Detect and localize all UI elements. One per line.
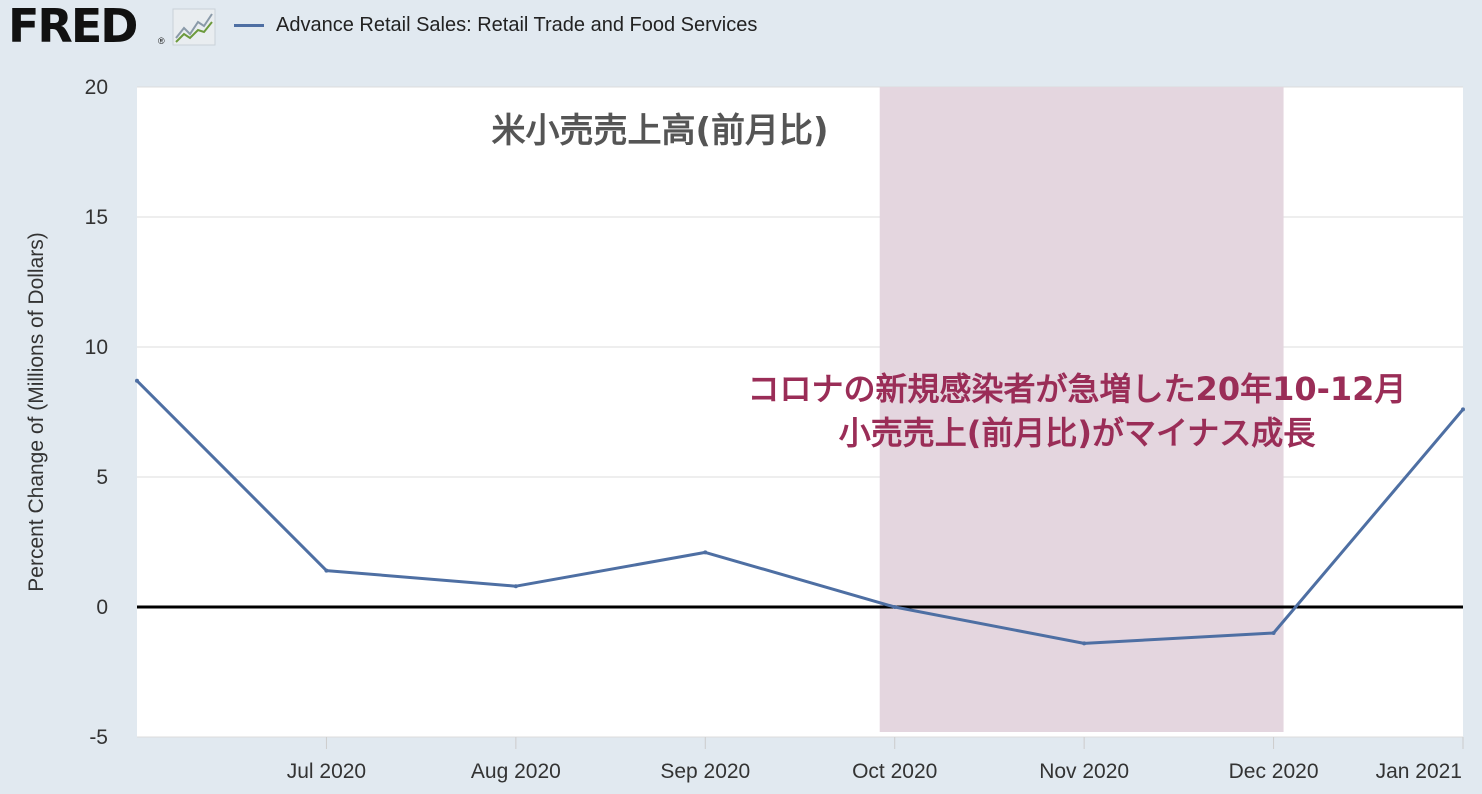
data-point[interactable] xyxy=(1271,631,1276,635)
data-point[interactable] xyxy=(135,378,139,383)
x-tick-label: Aug 2020 xyxy=(471,760,561,783)
x-tick-label: Jul 2020 xyxy=(287,760,366,783)
y-tick-label: -5 xyxy=(89,726,108,749)
chart-legend[interactable]: Advance Retail Sales: Retail Trade and F… xyxy=(234,12,757,38)
annotation-note-line1: コロナの新規感染者が急増した20年10-12月 xyxy=(748,370,1407,408)
x-tick-label: Nov 2020 xyxy=(1039,760,1129,783)
data-point[interactable] xyxy=(703,550,708,555)
series-line[interactable] xyxy=(135,379,1465,645)
annotation-note-line2: 小売売上(前月比)がマイナス成長 xyxy=(839,414,1317,452)
y-tick-label: 15 xyxy=(85,206,108,229)
x-tick-label: Jan 2021 xyxy=(1376,760,1462,783)
y-tick-label: 10 xyxy=(85,336,108,359)
y-tick-label: 5 xyxy=(96,466,108,489)
x-tick-label: Oct 2020 xyxy=(852,760,937,783)
y-axis-label: Percent Change of (Millions of Dollars) xyxy=(25,232,48,591)
chart-trend-icon xyxy=(172,8,216,46)
annotation-title: 米小売売上高(前月比) xyxy=(491,111,828,151)
data-point[interactable] xyxy=(324,568,329,573)
legend-series-label: Advance Retail Sales: Retail Trade and F… xyxy=(276,13,758,36)
data-point[interactable] xyxy=(1082,641,1087,646)
data-point[interactable] xyxy=(1461,407,1465,412)
chart-header: FRED ® Advance Retail Sales: Retail Trad… xyxy=(0,0,1482,52)
x-tick-label: Dec 2020 xyxy=(1229,760,1319,783)
data-point[interactable] xyxy=(892,605,897,609)
x-tick-label: Sep 2020 xyxy=(660,760,750,783)
fred-logo[interactable]: FRED xyxy=(8,0,138,53)
registered-mark: ® xyxy=(158,36,165,46)
shaded-region xyxy=(879,87,1284,732)
y-tick-label: 0 xyxy=(96,596,108,619)
legend-swatch xyxy=(234,23,264,27)
y-tick-label: 20 xyxy=(85,76,108,99)
data-point[interactable] xyxy=(513,584,518,589)
